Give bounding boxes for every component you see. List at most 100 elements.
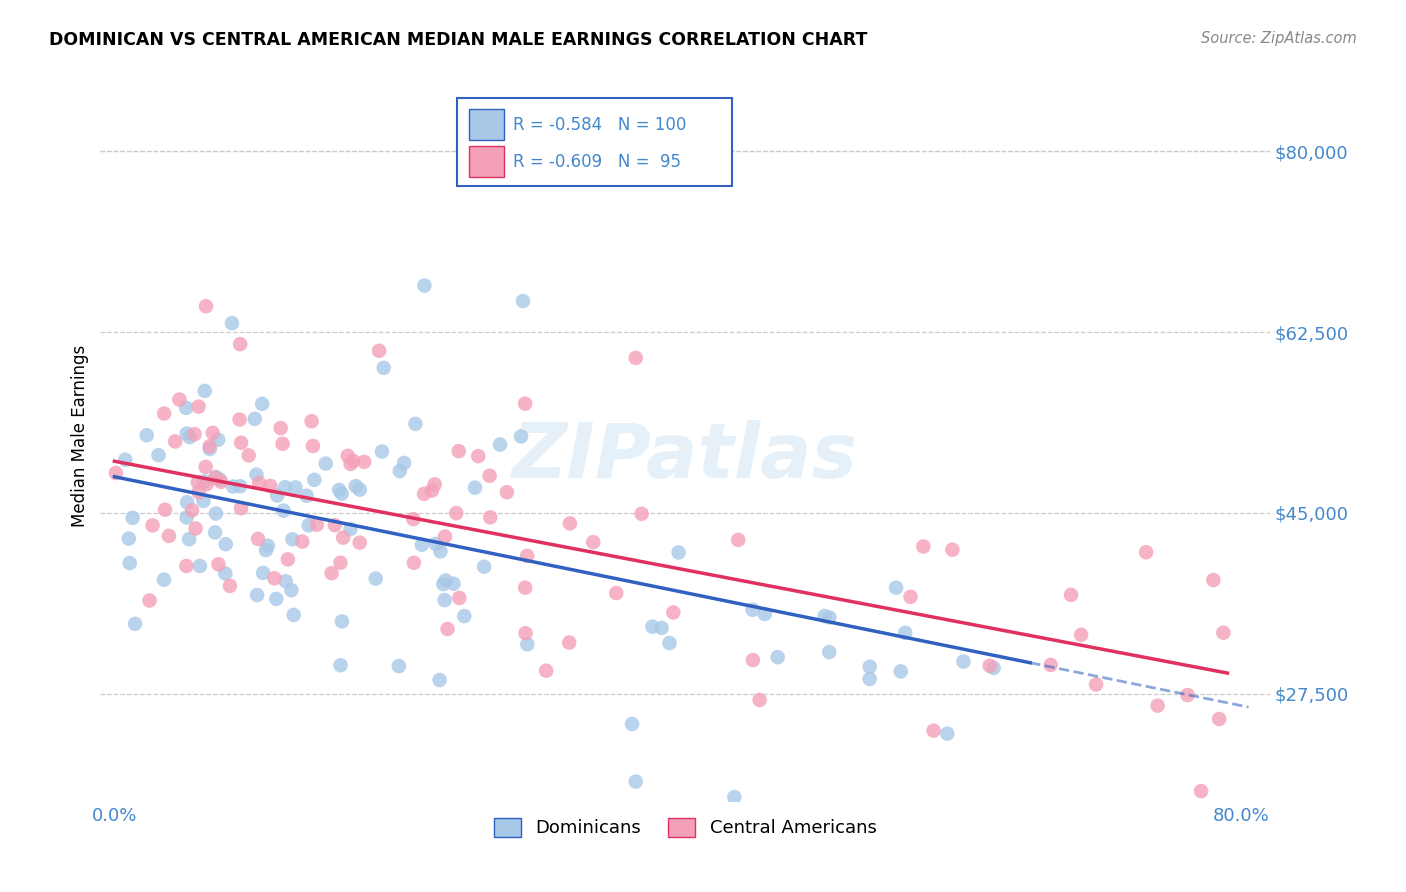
Dominicans (641, 619, 664, 633)
Dominicans (818, 645, 841, 659)
Central Americans (142, 518, 165, 533)
Text: Source: ZipAtlas.com: Source: ZipAtlas.com (1201, 31, 1357, 46)
Central Americans (662, 606, 685, 620)
Central Americans (582, 535, 605, 549)
Dominicans (176, 510, 198, 524)
Central Americans (228, 412, 250, 426)
Central Americans (198, 439, 221, 453)
Central Americans (138, 593, 160, 607)
Dominicans (215, 537, 238, 551)
Central Americans (247, 475, 270, 490)
Central Americans (515, 581, 537, 595)
Dominicans (221, 316, 243, 330)
Dominicans (124, 616, 146, 631)
Central Americans (157, 529, 180, 543)
Dominicans (194, 384, 217, 398)
Central Americans (209, 475, 232, 489)
Dominicans (208, 472, 231, 486)
Central Americans (742, 653, 765, 667)
Y-axis label: Median Male Earnings: Median Male Earnings (72, 344, 89, 526)
Central Americans (1039, 657, 1062, 672)
Dominicans (250, 397, 273, 411)
Central Americans (979, 658, 1001, 673)
Dominicans (392, 456, 415, 470)
Central Americans (336, 449, 359, 463)
Central Americans (1060, 588, 1083, 602)
Dominicans (741, 603, 763, 617)
Dominicans (364, 572, 387, 586)
Dominicans (510, 429, 533, 443)
Central Americans (516, 549, 538, 563)
Central Americans (630, 507, 652, 521)
Dominicans (330, 615, 353, 629)
Central Americans (1070, 628, 1092, 642)
Central Americans (219, 579, 242, 593)
Central Americans (153, 407, 176, 421)
Central Americans (605, 586, 627, 600)
Central Americans (353, 455, 375, 469)
Dominicans (433, 593, 456, 607)
Central Americans (165, 434, 187, 449)
Dominicans (429, 544, 451, 558)
Central Americans (204, 470, 226, 484)
Dominicans (280, 583, 302, 598)
Dominicans (118, 556, 141, 570)
Dominicans (328, 483, 350, 497)
Dominicans (121, 510, 143, 524)
Central Americans (305, 517, 328, 532)
Central Americans (301, 414, 323, 428)
Dominicans (818, 610, 841, 624)
Central Americans (912, 540, 935, 554)
Dominicans (204, 470, 226, 484)
Dominicans (344, 479, 367, 493)
Dominicans (859, 672, 882, 686)
Dominicans (179, 430, 201, 444)
Central Americans (444, 506, 467, 520)
Central Americans (277, 552, 299, 566)
Dominicans (983, 661, 1005, 675)
Central Americans (368, 343, 391, 358)
Dominicans (207, 433, 229, 447)
Central Americans (321, 566, 343, 581)
Dominicans (894, 625, 917, 640)
Central Americans (270, 421, 292, 435)
Central Americans (558, 635, 581, 649)
Central Americans (194, 459, 217, 474)
Dominicans (936, 726, 959, 740)
Central Americans (323, 518, 346, 533)
Dominicans (723, 790, 745, 805)
Central Americans (423, 477, 446, 491)
Dominicans (148, 448, 170, 462)
Central Americans (900, 590, 922, 604)
Dominicans (432, 577, 454, 591)
Central Americans (1135, 545, 1157, 559)
Dominicans (214, 566, 236, 581)
Central Americans (447, 444, 470, 458)
Central Americans (184, 522, 207, 536)
Central Americans (349, 535, 371, 549)
Dominicans (429, 673, 451, 687)
Central Americans (291, 534, 314, 549)
Dominicans (754, 607, 776, 621)
Dominicans (274, 480, 297, 494)
Dominicans (464, 481, 486, 495)
Central Americans (183, 427, 205, 442)
Central Americans (247, 532, 270, 546)
Central Americans (153, 502, 176, 516)
Central Americans (271, 436, 294, 450)
Dominicans (766, 650, 789, 665)
Dominicans (284, 480, 307, 494)
Dominicans (135, 428, 157, 442)
Central Americans (496, 485, 519, 500)
Central Americans (534, 664, 557, 678)
Dominicans (229, 479, 252, 493)
Dominicans (472, 559, 495, 574)
Dominicans (516, 637, 538, 651)
Central Americans (513, 397, 536, 411)
Central Americans (339, 457, 361, 471)
Central Americans (302, 439, 325, 453)
Bar (468, 109, 503, 140)
Central Americans (187, 485, 209, 500)
Dominicans (884, 581, 907, 595)
Dominicans (176, 426, 198, 441)
